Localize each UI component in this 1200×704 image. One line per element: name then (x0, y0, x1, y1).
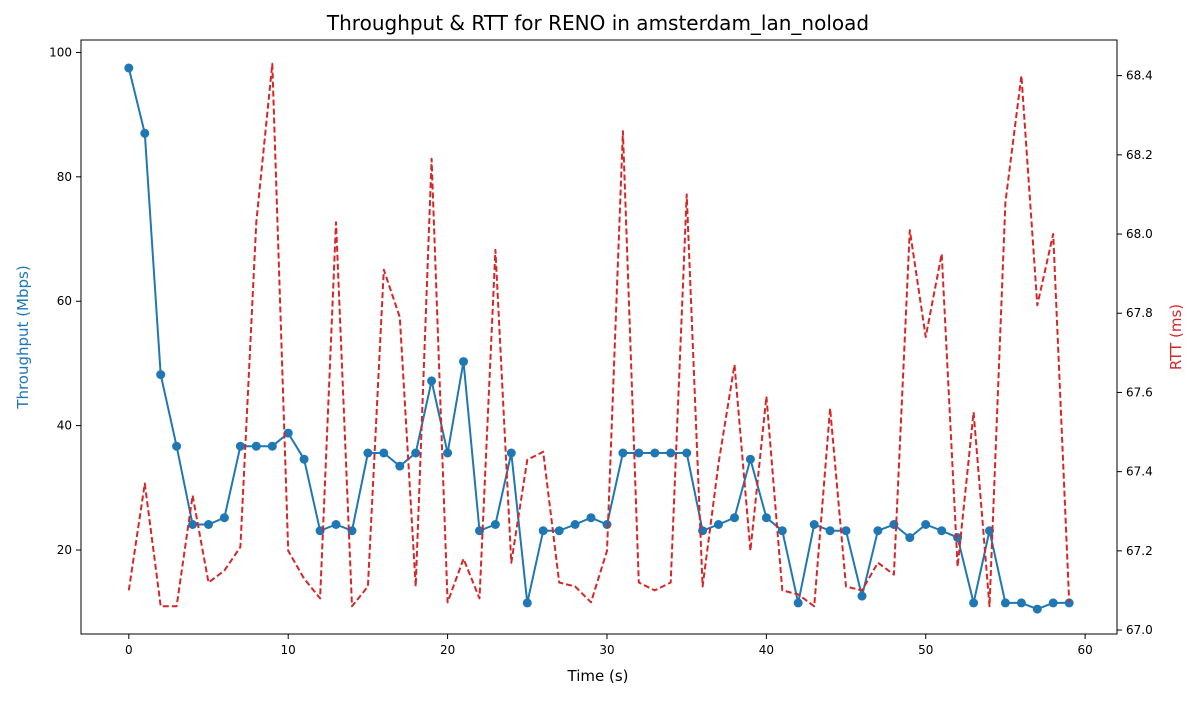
x-tick-label: 0 (125, 643, 133, 657)
y-right-tick-label: 68.4 (1126, 69, 1153, 83)
throughput-point (363, 448, 373, 458)
y-axis-left-title: Throughput (Mbps) (14, 265, 32, 409)
throughput-point (538, 526, 548, 536)
chart-title: Throughput & RTT for RENO in amsterdam_l… (326, 11, 869, 35)
y-axis-right: 67.0 67.2 67.4 67.6 67.8 68.0 68.2 68.4 (1117, 69, 1153, 637)
throughput-point (251, 441, 261, 451)
throughput-point (825, 526, 835, 536)
throughput-point (331, 520, 341, 529)
throughput-point (809, 520, 819, 529)
throughput-point (937, 526, 947, 536)
throughput-point (666, 448, 676, 458)
x-tick-label: 50 (918, 643, 933, 657)
x-axis: 0 10 20 30 40 50 60 (125, 634, 1093, 657)
y-right-tick-label: 67.6 (1126, 385, 1153, 399)
plot-area (80, 39, 1118, 635)
throughput-point (841, 526, 851, 536)
series-layer (124, 62, 1074, 614)
throughput-point (761, 513, 771, 523)
throughput-point (427, 376, 437, 386)
throughput-point (267, 441, 277, 451)
throughput-point (283, 428, 293, 438)
y-right-tick-label: 67.0 (1126, 623, 1153, 637)
y-right-tick-label: 67.2 (1126, 544, 1153, 558)
throughput-point (411, 448, 421, 458)
throughput-point (714, 520, 723, 529)
y-left-tick-label: 20 (57, 543, 72, 557)
throughput-point (299, 454, 309, 464)
throughput-point (188, 520, 198, 529)
throughput-point (1064, 598, 1074, 608)
x-axis-title: Time (s) (567, 667, 629, 685)
throughput-point (140, 128, 150, 138)
throughput-point (905, 533, 915, 543)
x-tick-label: 10 (281, 643, 296, 657)
throughput-point (793, 598, 803, 608)
y-right-tick-label: 67.8 (1126, 306, 1153, 320)
throughput-point (682, 448, 692, 458)
throughput-point (459, 357, 468, 367)
throughput-point (618, 448, 628, 458)
throughput-point (1048, 598, 1058, 608)
y-right-tick-label: 68.2 (1126, 148, 1153, 162)
y-axis-left: 20 40 60 80 100 (49, 45, 81, 557)
throughput-point (873, 526, 883, 536)
throughput-point (1032, 604, 1042, 614)
throughput-point (490, 520, 500, 529)
throughput-point (745, 454, 755, 464)
throughput-point (730, 513, 739, 523)
throughput-point (586, 513, 596, 523)
throughput-point (395, 461, 405, 471)
y-left-tick-label: 100 (49, 45, 72, 59)
throughput-point (650, 448, 660, 458)
x-tick-label: 40 (759, 643, 774, 657)
x-tick-label: 30 (599, 643, 614, 657)
throughput-point (219, 513, 229, 523)
y-left-tick-label: 80 (57, 170, 72, 184)
throughput-point (172, 441, 182, 451)
y-left-tick-label: 40 (57, 419, 72, 433)
throughput-point (857, 591, 867, 601)
y-axis-right-title: RTT (ms) (1167, 304, 1185, 370)
rtt-line (127, 62, 1071, 608)
throughput-point (921, 520, 931, 529)
y-right-tick-label: 67.4 (1126, 465, 1153, 479)
x-tick-label: 60 (1077, 643, 1092, 657)
y-left-tick-label: 60 (57, 294, 72, 308)
throughput-point (554, 526, 564, 536)
x-tick-label: 20 (440, 643, 455, 657)
throughput-point (379, 448, 389, 458)
throughput-point (124, 63, 134, 73)
plot-frame (80, 39, 1118, 635)
throughput-point (204, 520, 213, 529)
throughput-point (1000, 598, 1010, 608)
throughput-point (1016, 598, 1026, 608)
y-right-tick-label: 68.0 (1126, 227, 1153, 241)
throughput-point (235, 441, 245, 451)
throughput-point (777, 526, 787, 536)
throughput-point (156, 370, 166, 380)
throughput-point (522, 598, 532, 608)
throughput-point (570, 520, 580, 529)
throughput-point (969, 598, 979, 608)
throughput-point (634, 448, 644, 458)
throughput-point (443, 448, 453, 458)
throughput-point (506, 448, 516, 458)
